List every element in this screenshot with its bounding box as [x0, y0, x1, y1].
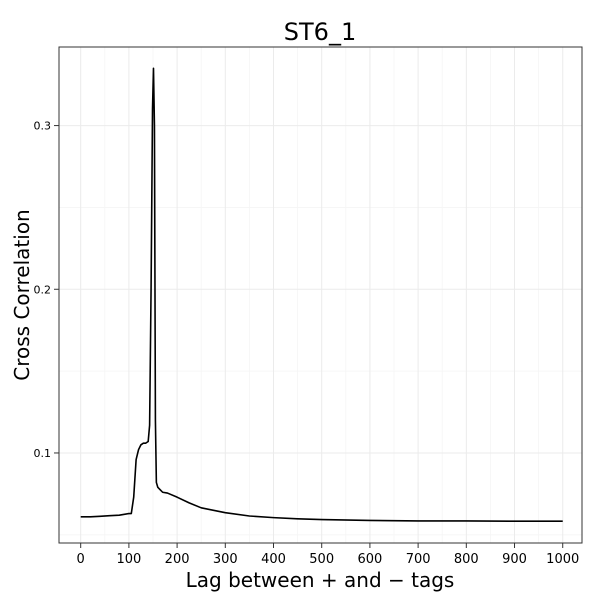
x-tick-label: 100	[116, 552, 141, 567]
x-axis-label: Lag between + and − tags	[186, 568, 455, 592]
minor-grid	[59, 47, 582, 543]
x-tick-label: 900	[502, 552, 527, 567]
y-axis-label: Cross Correlation	[10, 209, 34, 380]
chart-title: ST6_1	[284, 18, 356, 46]
x-tick-label: 800	[454, 552, 479, 567]
x-tick-label: 300	[213, 552, 238, 567]
x-tick-label: 700	[406, 552, 431, 567]
plot-panel-border	[58, 46, 583, 544]
y-tick-label: 0.3	[34, 120, 52, 133]
x-tick-label: 500	[309, 552, 334, 567]
y-tick-label: 0.1	[34, 447, 52, 460]
x-axis: 0 100 200 300 400 500 600 700 800 900 1000	[77, 543, 579, 567]
x-tick-label: 1000	[546, 552, 579, 567]
x-tick-label: 200	[165, 552, 190, 567]
major-grid	[59, 47, 582, 543]
x-tick-label: 600	[357, 552, 382, 567]
series-line	[80, 67, 563, 523]
y-tick-label: 0.2	[34, 283, 52, 296]
x-tick-label: 400	[261, 552, 286, 567]
x-tick-label: 0	[77, 552, 85, 567]
y-axis: 0.1 0.2 0.3	[34, 120, 59, 460]
